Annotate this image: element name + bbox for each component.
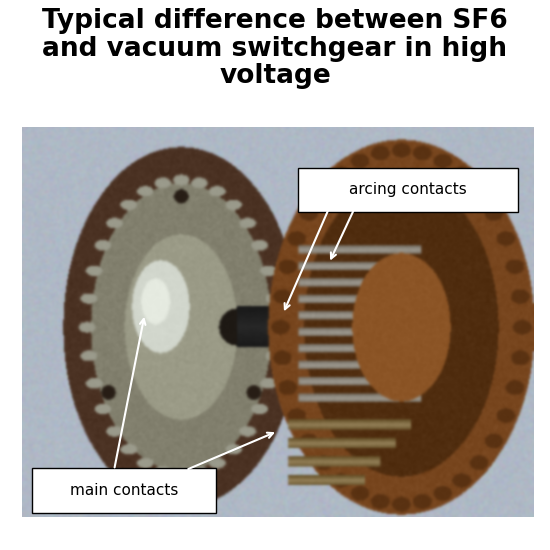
Text: voltage: voltage — [219, 63, 331, 89]
FancyBboxPatch shape — [298, 168, 518, 212]
FancyBboxPatch shape — [32, 468, 216, 513]
Text: main contacts: main contacts — [70, 483, 179, 498]
Text: Typical difference between SF6: Typical difference between SF6 — [42, 8, 508, 34]
Text: and vacuum switchgear in high: and vacuum switchgear in high — [42, 36, 508, 62]
Text: arcing contacts: arcing contacts — [349, 182, 467, 197]
